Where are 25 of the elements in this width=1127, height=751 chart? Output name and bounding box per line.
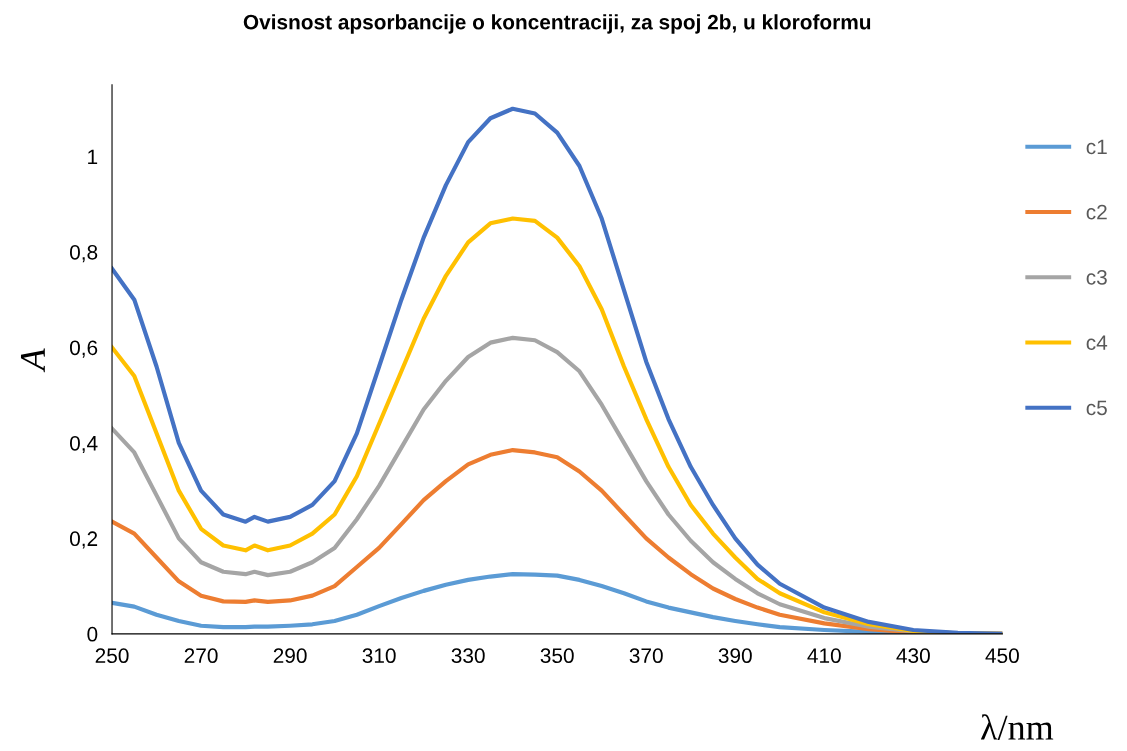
x-tick-label: 370 xyxy=(629,648,663,664)
y-tick-label: 0,8 xyxy=(69,244,98,263)
x-tick-label: 410 xyxy=(807,648,841,664)
x-axis-title: λ/nm xyxy=(981,714,1054,740)
x-tick-label: 430 xyxy=(896,648,930,664)
x-tick-label: 270 xyxy=(184,648,218,664)
y-tick-label: 0 xyxy=(87,626,98,642)
y-tick-label: 0,2 xyxy=(69,531,98,549)
legend-label: c1 xyxy=(1086,139,1107,155)
chart-title: Ovisnost apsorbancije o koncentraciji, za spoj 2b, u kloroformu xyxy=(243,14,871,34)
y-tick-label: 1 xyxy=(88,149,98,165)
legend-label: c5 xyxy=(1086,400,1107,416)
x-tick-label: 290 xyxy=(273,648,307,664)
y-tick-label: 0,4 xyxy=(69,435,98,454)
legend-label: c4 xyxy=(1086,335,1108,350)
x-tick-label: 330 xyxy=(451,648,485,664)
x-tick-label: 250 xyxy=(95,648,129,664)
y-tick-label: 0,6 xyxy=(69,340,98,358)
x-tick-label: 390 xyxy=(718,648,752,664)
x-tick-label: 350 xyxy=(540,648,574,664)
y-axis-title: A xyxy=(20,348,45,373)
legend-label: c2 xyxy=(1086,204,1107,220)
x-tick-label: 310 xyxy=(362,648,396,664)
x-tick-label: 450 xyxy=(985,648,1019,664)
legend-label: c3 xyxy=(1086,269,1107,285)
